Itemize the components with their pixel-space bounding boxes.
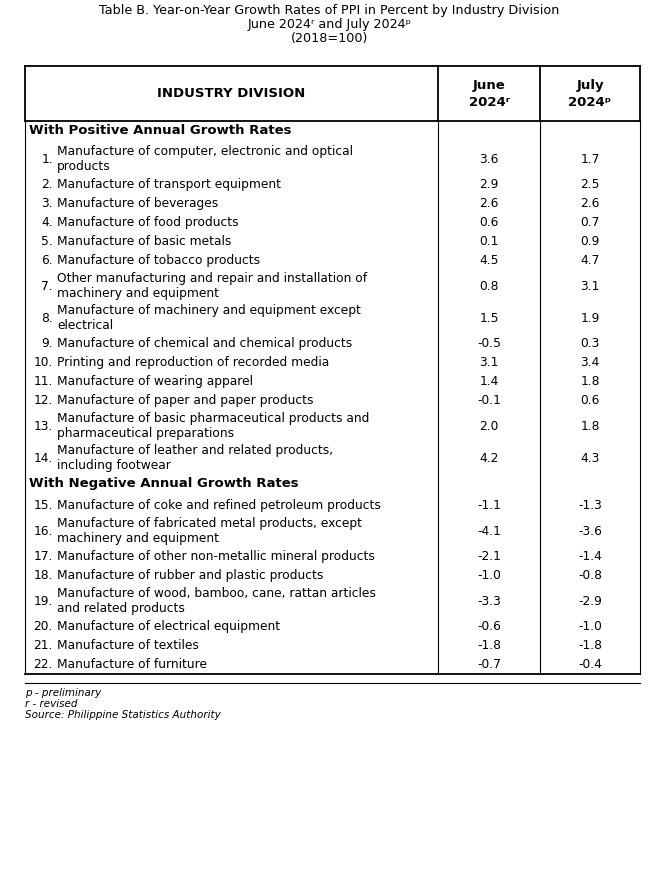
Text: 11.: 11. <box>34 375 53 388</box>
Text: 16.: 16. <box>34 524 53 538</box>
Text: Other manufacturing and repair and installation of
machinery and equipment: Other manufacturing and repair and insta… <box>57 271 367 300</box>
Text: -0.4: -0.4 <box>578 658 602 671</box>
Text: 1.9: 1.9 <box>581 312 600 324</box>
Text: -1.0: -1.0 <box>477 569 501 582</box>
Text: Manufacture of basic metals: Manufacture of basic metals <box>57 235 231 248</box>
Text: r - revised: r - revised <box>25 699 78 709</box>
Text: -0.7: -0.7 <box>477 658 501 671</box>
Text: 8.: 8. <box>42 312 53 324</box>
Text: -1.4: -1.4 <box>578 550 602 563</box>
Text: 12.: 12. <box>34 394 53 407</box>
Text: 4.2: 4.2 <box>479 452 499 464</box>
Text: 3.: 3. <box>42 197 53 210</box>
Text: 20.: 20. <box>34 620 53 633</box>
Text: -2.1: -2.1 <box>477 550 501 563</box>
Text: 0.3: 0.3 <box>581 337 600 350</box>
Text: p - preliminary: p - preliminary <box>25 688 101 698</box>
Text: With Positive Annual Growth Rates: With Positive Annual Growth Rates <box>29 124 291 137</box>
Text: Table B. Year-on-Year Growth Rates of PPI in Percent by Industry Division: Table B. Year-on-Year Growth Rates of PP… <box>100 4 559 17</box>
Text: -1.8: -1.8 <box>477 639 501 652</box>
Text: Source: Philippine Statistics Authority: Source: Philippine Statistics Authority <box>25 710 221 720</box>
Text: 0.1: 0.1 <box>479 235 499 248</box>
Text: 4.7: 4.7 <box>581 254 600 267</box>
Text: -1.0: -1.0 <box>578 620 602 633</box>
Text: 19.: 19. <box>34 595 53 607</box>
Text: 22.: 22. <box>34 658 53 671</box>
Text: 17.: 17. <box>34 550 53 563</box>
Text: -1.8: -1.8 <box>578 639 602 652</box>
Text: 18.: 18. <box>34 569 53 582</box>
Text: June 2024ʳ and July 2024ᵖ: June 2024ʳ and July 2024ᵖ <box>247 18 412 31</box>
Text: -1.1: -1.1 <box>477 499 501 512</box>
Text: Manufacture of other non-metallic mineral products: Manufacture of other non-metallic minera… <box>57 550 375 563</box>
Text: -4.1: -4.1 <box>477 524 501 538</box>
Text: -3.3: -3.3 <box>477 595 501 607</box>
Text: 2.: 2. <box>42 178 53 191</box>
Text: 13.: 13. <box>34 419 53 433</box>
Text: Manufacture of basic pharmaceutical products and
pharmaceutical preparations: Manufacture of basic pharmaceutical prod… <box>57 412 370 440</box>
Text: 2.0: 2.0 <box>479 419 499 433</box>
Text: 10.: 10. <box>34 356 53 369</box>
Text: 0.6: 0.6 <box>581 394 600 407</box>
Text: 2.9: 2.9 <box>479 178 499 191</box>
Text: 3.4: 3.4 <box>581 356 600 369</box>
Text: Manufacture of food products: Manufacture of food products <box>57 216 239 229</box>
Text: Manufacture of electrical equipment: Manufacture of electrical equipment <box>57 620 280 633</box>
Text: -0.5: -0.5 <box>477 337 501 350</box>
Text: 4.5: 4.5 <box>479 254 499 267</box>
Text: 7.: 7. <box>42 280 53 292</box>
Text: 1.5: 1.5 <box>479 312 499 324</box>
Text: -2.9: -2.9 <box>578 595 602 607</box>
Text: July
2024ᵖ: July 2024ᵖ <box>569 79 612 108</box>
Text: 3.1: 3.1 <box>479 356 499 369</box>
Text: 2.5: 2.5 <box>581 178 600 191</box>
Text: 4.3: 4.3 <box>581 452 600 464</box>
Text: 0.9: 0.9 <box>581 235 600 248</box>
Text: Manufacture of coke and refined petroleum products: Manufacture of coke and refined petroleu… <box>57 499 381 512</box>
Text: 3.1: 3.1 <box>581 280 600 292</box>
Text: Manufacture of fabricated metal products, except
machinery and equipment: Manufacture of fabricated metal products… <box>57 517 362 546</box>
Text: 0.7: 0.7 <box>581 216 600 229</box>
Text: 0.8: 0.8 <box>479 280 499 292</box>
Text: 1.7: 1.7 <box>581 152 600 166</box>
Text: 14.: 14. <box>34 452 53 464</box>
Text: Manufacture of wearing apparel: Manufacture of wearing apparel <box>57 375 253 388</box>
Text: 15.: 15. <box>34 499 53 512</box>
Text: June
2024ʳ: June 2024ʳ <box>469 79 509 108</box>
Text: Manufacture of chemical and chemical products: Manufacture of chemical and chemical pro… <box>57 337 353 350</box>
Text: Manufacture of paper and paper products: Manufacture of paper and paper products <box>57 394 314 407</box>
Text: -0.6: -0.6 <box>477 620 501 633</box>
Text: Manufacture of wood, bamboo, cane, rattan articles
and related products: Manufacture of wood, bamboo, cane, ratta… <box>57 587 376 616</box>
Text: 21.: 21. <box>34 639 53 652</box>
Text: Manufacture of beverages: Manufacture of beverages <box>57 197 218 210</box>
Text: Manufacture of textiles: Manufacture of textiles <box>57 639 199 652</box>
Text: INDUSTRY DIVISION: INDUSTRY DIVISION <box>158 87 306 100</box>
Text: Manufacture of machinery and equipment except
electrical: Manufacture of machinery and equipment e… <box>57 304 361 332</box>
Text: -0.1: -0.1 <box>477 394 501 407</box>
Text: 1.8: 1.8 <box>581 419 600 433</box>
Text: -1.3: -1.3 <box>578 499 602 512</box>
Text: 0.6: 0.6 <box>479 216 499 229</box>
Text: 1.8: 1.8 <box>581 375 600 388</box>
Text: Manufacture of computer, electronic and optical
products: Manufacture of computer, electronic and … <box>57 145 353 173</box>
Text: With Negative Annual Growth Rates: With Negative Annual Growth Rates <box>29 477 299 490</box>
Text: 5.: 5. <box>42 235 53 248</box>
Text: -3.6: -3.6 <box>578 524 602 538</box>
Text: Manufacture of tobacco products: Manufacture of tobacco products <box>57 254 260 267</box>
Text: 4.: 4. <box>42 216 53 229</box>
Text: Manufacture of rubber and plastic products: Manufacture of rubber and plastic produc… <box>57 569 324 582</box>
Text: 1.: 1. <box>42 152 53 166</box>
Text: Manufacture of furniture: Manufacture of furniture <box>57 658 207 671</box>
Text: Manufacture of leather and related products,
including footwear: Manufacture of leather and related produ… <box>57 444 333 472</box>
Text: 1.4: 1.4 <box>479 375 499 388</box>
Text: (2018=100): (2018=100) <box>291 32 368 45</box>
Text: 2.6: 2.6 <box>479 197 499 210</box>
Text: 2.6: 2.6 <box>581 197 600 210</box>
Text: Manufacture of transport equipment: Manufacture of transport equipment <box>57 178 281 191</box>
Text: 9.: 9. <box>42 337 53 350</box>
Text: 6.: 6. <box>42 254 53 267</box>
Text: Printing and reproduction of recorded media: Printing and reproduction of recorded me… <box>57 356 330 369</box>
Text: -0.8: -0.8 <box>578 569 602 582</box>
Text: 3.6: 3.6 <box>479 152 499 166</box>
